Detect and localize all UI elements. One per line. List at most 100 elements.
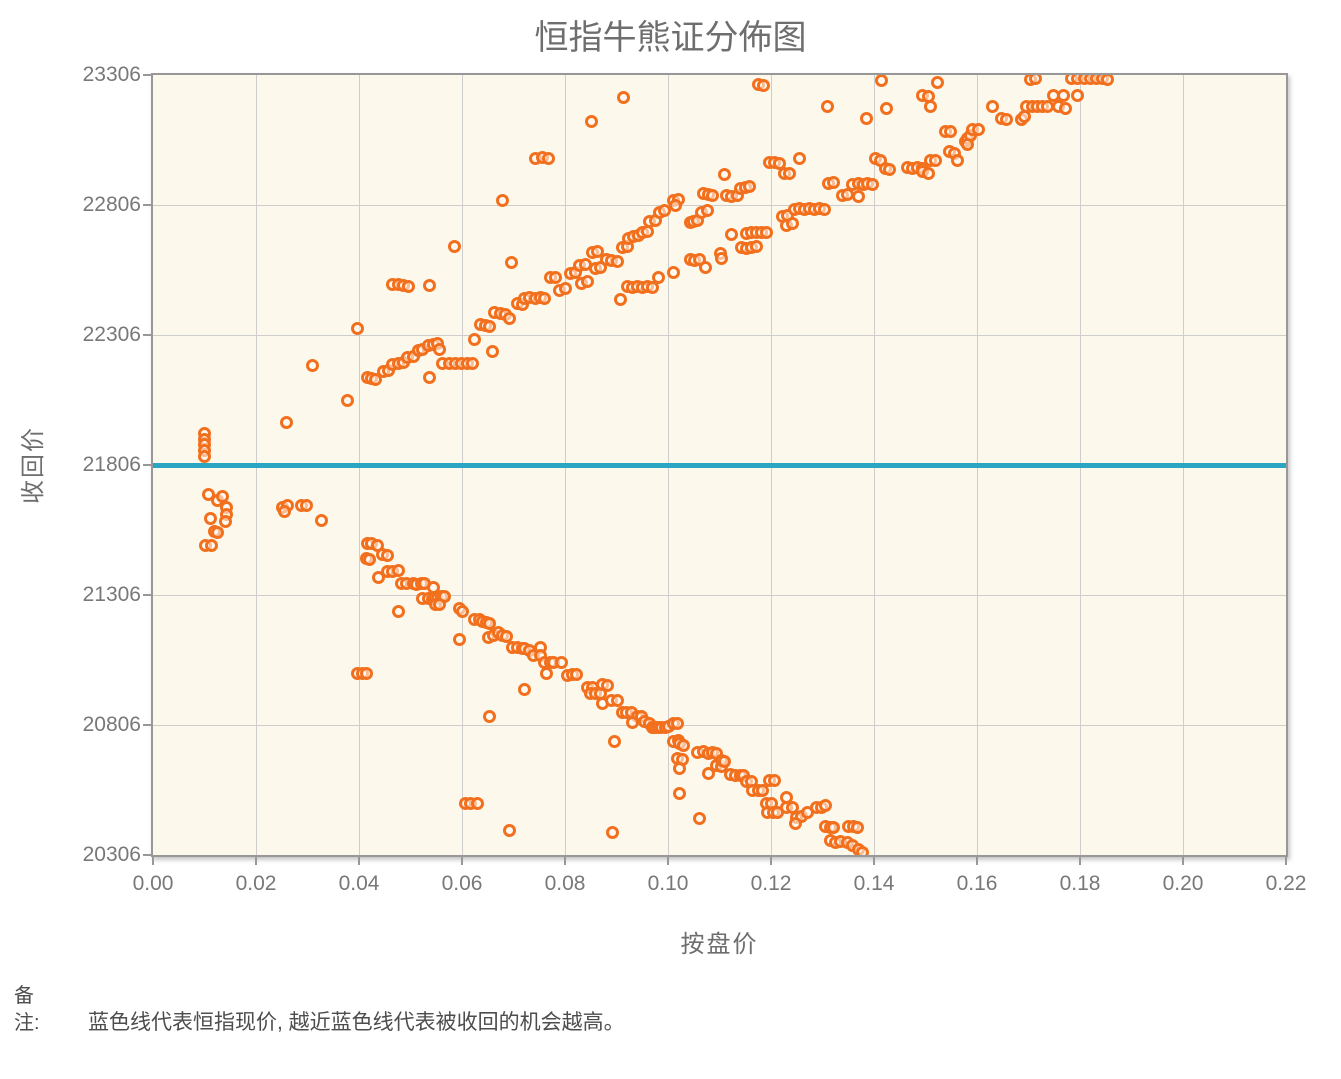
data-point — [483, 616, 497, 630]
data-point — [756, 78, 770, 92]
data-point — [826, 821, 840, 835]
data-point — [670, 716, 684, 730]
data-point — [875, 75, 889, 88]
gridline-horizontal — [153, 724, 1286, 726]
data-point — [300, 498, 314, 512]
data-point — [693, 811, 707, 825]
data-point — [433, 598, 447, 612]
data-point — [391, 564, 405, 578]
data-point — [433, 343, 447, 357]
x-tick-mark — [358, 857, 360, 865]
gridline-horizontal — [153, 204, 1286, 206]
data-point — [1056, 88, 1070, 102]
data-point — [756, 783, 770, 797]
data-point — [391, 605, 405, 619]
x-tick-mark — [976, 857, 978, 865]
data-point — [658, 204, 672, 218]
data-point — [951, 153, 965, 167]
y-tick-label: 21306 — [82, 583, 141, 606]
current-price-line — [153, 462, 1286, 468]
data-point — [203, 511, 217, 525]
data-point — [725, 228, 739, 242]
data-point — [211, 525, 225, 539]
data-point — [1100, 75, 1114, 86]
data-point — [961, 138, 975, 152]
y-tick-label: 23306 — [82, 63, 141, 86]
data-point — [558, 282, 572, 296]
data-point — [483, 710, 497, 724]
y-tick-mark — [143, 854, 151, 856]
x-tick-label: 0.20 — [1162, 872, 1204, 895]
x-tick-label: 0.14 — [853, 872, 895, 895]
data-point — [315, 513, 329, 527]
data-point — [768, 774, 782, 788]
data-point — [669, 198, 683, 212]
data-point — [471, 796, 485, 810]
data-point — [855, 845, 869, 855]
note-text: 蓝色线代表恒指现价, 越近蓝色线代表被收回的机会越高。 — [88, 1011, 625, 1034]
data-point — [541, 151, 555, 165]
data-point — [466, 356, 480, 370]
data-point — [859, 111, 873, 125]
data-point — [971, 123, 985, 137]
data-point — [883, 163, 897, 177]
data-point — [422, 370, 436, 384]
data-point — [921, 166, 935, 180]
data-point — [743, 180, 757, 194]
data-point — [1000, 112, 1014, 126]
data-point — [673, 761, 687, 775]
x-tick-mark — [1079, 857, 1081, 865]
x-tick-label: 0.04 — [338, 872, 380, 895]
y-tick-mark — [143, 594, 151, 596]
y-tick-mark — [143, 464, 151, 466]
data-point — [548, 270, 562, 284]
data-point — [538, 291, 552, 305]
data-point — [219, 515, 233, 529]
data-point — [866, 178, 880, 192]
data-point — [1059, 101, 1073, 115]
data-point — [483, 320, 497, 334]
x-tick-label: 0.02 — [235, 872, 277, 895]
y-tick-mark — [143, 724, 151, 726]
data-point — [600, 678, 614, 692]
plot-area — [151, 73, 1288, 857]
data-point — [340, 393, 354, 407]
x-tick-label: 0.16 — [956, 872, 998, 895]
data-point — [280, 416, 294, 430]
data-point — [500, 629, 514, 643]
gridline-horizontal — [153, 594, 1286, 596]
data-point — [706, 188, 720, 202]
data-point — [278, 504, 292, 518]
x-tick-mark — [152, 857, 154, 865]
data-point — [555, 655, 569, 669]
x-tick-mark — [873, 857, 875, 865]
data-point — [760, 226, 774, 240]
data-point — [700, 204, 714, 218]
y-tick-label: 21806 — [82, 453, 141, 476]
data-point — [363, 553, 377, 567]
data-point — [518, 683, 532, 697]
data-point — [447, 240, 461, 254]
data-point — [718, 755, 732, 769]
y-tick-label: 20306 — [82, 843, 141, 866]
x-tick-mark — [255, 857, 257, 865]
y-tick-label: 22306 — [82, 323, 141, 346]
data-point — [783, 166, 797, 180]
data-point — [610, 694, 624, 708]
data-point — [608, 735, 622, 749]
x-tick-mark — [770, 857, 772, 865]
data-point — [580, 275, 594, 289]
x-tick-label: 0.08 — [544, 872, 586, 895]
data-point — [626, 716, 640, 730]
x-tick-label: 0.10 — [647, 872, 689, 895]
data-point — [645, 281, 659, 295]
data-point — [943, 125, 957, 139]
x-tick-label: 0.18 — [1059, 872, 1101, 895]
data-point — [850, 820, 864, 834]
data-point — [701, 766, 715, 780]
x-axis-title: 按盘价 — [680, 931, 759, 958]
x-tick-label: 0.22 — [1265, 872, 1307, 895]
data-point — [698, 261, 712, 275]
data-point — [821, 99, 835, 113]
